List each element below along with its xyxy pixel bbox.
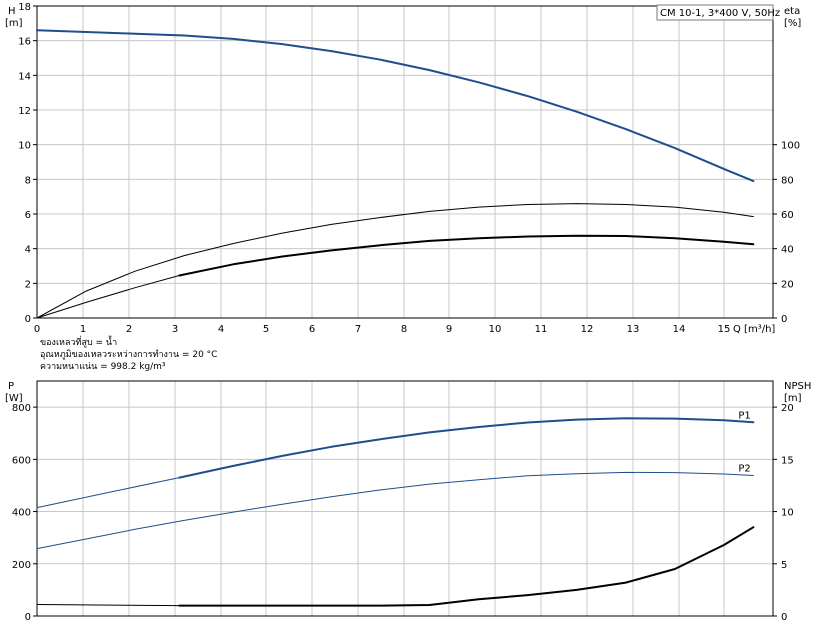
- bottom-right-tick-label-2: 10: [781, 508, 794, 519]
- x-tick-label-11: 11: [535, 324, 548, 335]
- x-tick-label-13: 13: [627, 324, 640, 335]
- bottom-right-tick-label-4: 20: [781, 403, 794, 414]
- top-right-tick-label-2: 40: [781, 245, 794, 256]
- x-axis-label: Q [m³/h]: [733, 324, 775, 335]
- top-left-tick-label-2: 4: [25, 245, 31, 256]
- top-plot-frame: [36, 5, 774, 319]
- top-series-eta_thin: [36, 203, 754, 319]
- bottom-right-tick-label-0: 0: [781, 612, 787, 623]
- top-left-tick-label-4: 8: [25, 175, 31, 186]
- top-left-tick-label-1: 2: [25, 279, 31, 290]
- chart-title-box: [656, 4, 774, 21]
- top-right-tick-label-5: 100: [781, 141, 800, 152]
- x-tick-label-1: 1: [80, 324, 86, 335]
- bottom-series-P2: [36, 471, 754, 550]
- bottom-series-label-P2: P2: [738, 464, 750, 475]
- top-left-tick-label-7: 14: [18, 71, 31, 82]
- top-right-axis-unit: [%]: [784, 18, 801, 29]
- bottom-left-tick-label-1: 200: [12, 560, 31, 571]
- x-tick-label-2: 2: [126, 324, 132, 335]
- bottom-plot-frame: [36, 380, 774, 617]
- x-tick-label-9: 9: [446, 324, 452, 335]
- bottom-series-NPSH_thin: [36, 604, 180, 607]
- x-tick-label-5: 5: [263, 324, 269, 335]
- bottom-left-tick-label-4: 800: [12, 403, 31, 414]
- x-tick-label-12: 12: [581, 324, 594, 335]
- top-left-tick-label-9: 18: [18, 2, 31, 13]
- bottom-series-P1_thin: [36, 477, 180, 509]
- x-tick-label-14: 14: [673, 324, 686, 335]
- top-right-axis-name: eta: [784, 6, 800, 17]
- top-right-tick-label-3: 60: [781, 210, 794, 221]
- bottom-left-axis-unit: [W]: [5, 393, 23, 404]
- top-left-tick-label-5: 10: [18, 141, 31, 152]
- bottom-series-NPSH: [178, 526, 755, 607]
- top-left-tick-label-0: 0: [25, 314, 31, 325]
- top-right-tick-label-0: 0: [781, 314, 787, 325]
- x-tick-label-4: 4: [218, 324, 224, 335]
- top-right-tick-label-1: 20: [781, 279, 794, 290]
- chart-title: CM 10-1, 3*400 V, 50Hz: [660, 8, 780, 19]
- x-tick-label-7: 7: [355, 324, 361, 335]
- bottom-right-tick-label-3: 15: [781, 455, 794, 466]
- bottom-right-axis-name: NPSH: [784, 381, 811, 392]
- top-left-tick-label-8: 16: [18, 37, 31, 48]
- bottom-left-axis-name: P: [8, 381, 14, 392]
- top-series-eta_thin_low: [36, 275, 180, 319]
- bottom-left-tick-label-0: 0: [25, 612, 31, 623]
- x-tick-label-0: 0: [34, 324, 40, 335]
- bottom-series-label-P1: P1: [738, 410, 750, 421]
- condition-note-1: อุณหภูมิของเหลวระหว่างการทำงาน = 20 °C: [40, 349, 217, 360]
- top-series-eta_thick: [178, 234, 755, 277]
- bottom-right-tick-label-1: 5: [781, 560, 787, 571]
- bottom-left-tick-label-2: 400: [12, 508, 31, 519]
- top-left-axis-unit: [m]: [5, 18, 23, 29]
- bottom-left-tick-label-3: 600: [12, 455, 31, 466]
- x-tick-label-3: 3: [172, 324, 178, 335]
- x-tick-label-10: 10: [489, 324, 502, 335]
- x-tick-label-8: 8: [401, 324, 407, 335]
- condition-note-0: ของเหลวที่สูบ = น้ำ: [40, 335, 117, 348]
- x-tick-label-15: 15: [718, 324, 731, 335]
- top-left-tick-label-3: 6: [25, 210, 31, 221]
- condition-note-2: ความหนาแน่น = 998.2 kg/m³: [40, 362, 166, 372]
- top-right-tick-label-4: 80: [781, 175, 794, 186]
- bottom-series-P1: [178, 417, 755, 479]
- x-tick-label-6: 6: [309, 324, 315, 335]
- top-left-axis-name: H: [8, 6, 16, 17]
- top-series-H: [36, 29, 755, 183]
- top-left-tick-label-6: 12: [18, 106, 31, 117]
- bottom-right-axis-unit: [m]: [784, 393, 802, 404]
